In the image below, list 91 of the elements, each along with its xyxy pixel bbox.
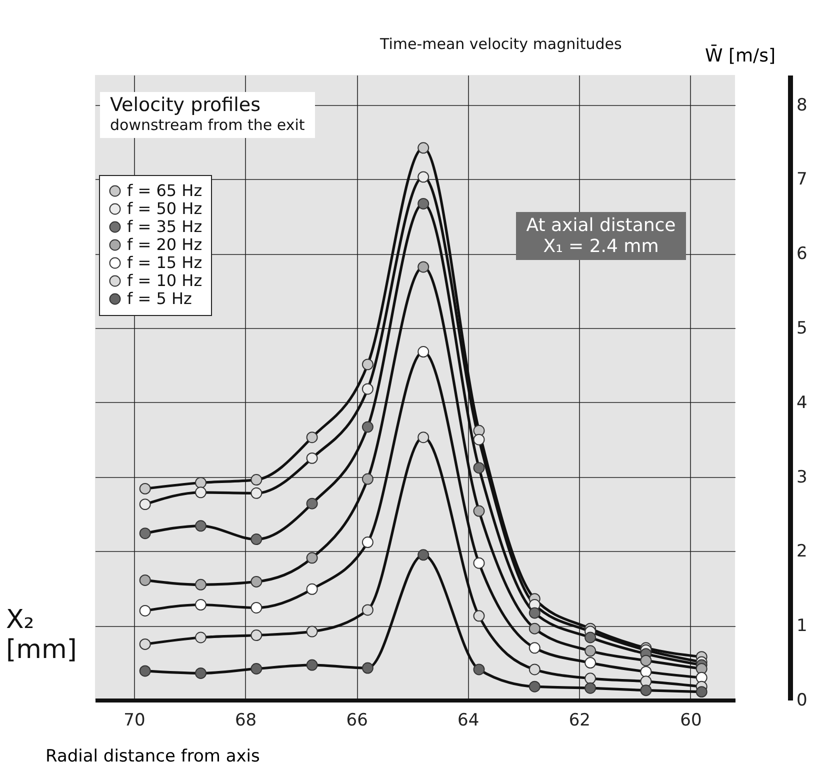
- text: X₂ [mm]: [6, 605, 77, 665]
- point: [362, 536, 374, 548]
- x-tick-label: 70: [124, 710, 146, 730]
- point: [584, 645, 596, 657]
- point: [306, 659, 318, 671]
- y-tick-label: 1: [796, 616, 808, 636]
- text: downstream from the exit: [110, 116, 305, 134]
- legend-label: f = 10 Hz: [127, 271, 202, 290]
- point: [528, 642, 540, 654]
- legend-label: f = 65 Hz: [127, 181, 202, 200]
- x-tick-label: 66: [346, 710, 368, 730]
- legend-label: f = 20 Hz: [127, 235, 202, 254]
- point: [640, 666, 652, 678]
- point: [362, 473, 374, 485]
- point: [640, 654, 652, 666]
- point: [528, 607, 540, 619]
- point: [362, 604, 374, 616]
- point: [584, 672, 596, 684]
- point: [250, 487, 262, 499]
- point: [139, 498, 151, 510]
- point: [306, 552, 318, 564]
- y-tick-label: 2: [796, 542, 808, 562]
- point: [473, 434, 485, 446]
- point: [250, 602, 262, 614]
- point: [306, 432, 318, 444]
- point: [362, 383, 374, 395]
- point: [139, 638, 151, 650]
- y-tick-label: 0: [796, 690, 808, 710]
- legend-label: f = 50 Hz: [127, 199, 202, 218]
- point: [584, 682, 596, 694]
- point: [584, 657, 596, 669]
- point: [528, 664, 540, 676]
- text: Time-mean velocity magnitudes: [380, 35, 622, 53]
- point: [306, 498, 318, 510]
- point: [362, 662, 374, 674]
- point: [418, 142, 430, 154]
- point: [418, 198, 430, 210]
- y-tick-label: 8: [796, 95, 808, 116]
- x-tick-label: 60: [680, 710, 702, 730]
- point: [194, 578, 206, 590]
- legend-label: f = 35 Hz: [127, 217, 202, 236]
- point: [418, 549, 430, 561]
- point: [250, 630, 262, 641]
- point: [139, 574, 151, 586]
- point: [528, 622, 540, 634]
- point: [250, 663, 262, 674]
- point: [194, 599, 206, 610]
- point: [306, 583, 318, 595]
- point: [194, 632, 206, 644]
- point: [139, 528, 151, 540]
- point: [139, 604, 151, 616]
- point: [418, 171, 430, 183]
- y-axis-title: W̄ [m/s]: [704, 44, 776, 66]
- annotation: At axial distance X₁ = 2.4 mm: [516, 212, 686, 260]
- point: [250, 534, 262, 546]
- point: [473, 557, 485, 569]
- point: [528, 680, 540, 692]
- point: [194, 477, 206, 488]
- point: [139, 665, 151, 677]
- point: [473, 610, 485, 622]
- point: [139, 482, 151, 494]
- point: [418, 432, 430, 444]
- y-tick-label: 4: [796, 392, 808, 413]
- point: [250, 576, 262, 588]
- point: [362, 421, 374, 433]
- point: [584, 632, 596, 644]
- point: [194, 667, 206, 679]
- point: [473, 664, 485, 676]
- x-tick-label: 64: [458, 710, 480, 730]
- point: [640, 684, 652, 696]
- point: [473, 462, 485, 474]
- legend-label: f = 5 Hz: [127, 289, 192, 308]
- point: [250, 474, 262, 486]
- point: [194, 520, 206, 532]
- point: [306, 452, 318, 464]
- y-tick-label: 6: [796, 244, 808, 264]
- x-tick-label: 68: [234, 710, 257, 730]
- y-tick-label: 5: [796, 318, 808, 338]
- point: [362, 358, 374, 370]
- point: [418, 346, 430, 358]
- y-tick-label: 3: [796, 467, 808, 488]
- point: [696, 686, 708, 698]
- point: [306, 626, 318, 638]
- legend-label: f = 15 Hz: [127, 253, 202, 272]
- point: [418, 261, 430, 273]
- x-tick-label: 62: [568, 710, 590, 730]
- x-axis-title: Radial distance from axis: [46, 746, 260, 766]
- y-tick-label: 7: [796, 170, 808, 190]
- point: [473, 505, 485, 517]
- text: Velocity profiles: [110, 94, 262, 116]
- point: [194, 486, 206, 498]
